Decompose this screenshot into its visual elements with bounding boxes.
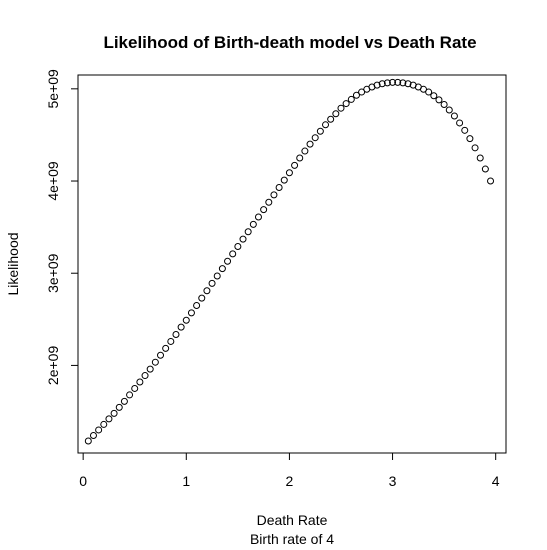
data-point [120, 397, 128, 405]
y-tick-label: 3e+09 [45, 253, 61, 293]
data-point [89, 431, 97, 439]
data-point [322, 121, 330, 129]
x-tick-label: 2 [286, 473, 294, 489]
x-axis: 0 1 2 3 4 [79, 452, 500, 489]
data-point [394, 78, 402, 86]
data-point [373, 81, 381, 89]
data-point [234, 242, 242, 250]
data-point [177, 323, 185, 331]
data-point [347, 95, 355, 103]
data-point [270, 191, 278, 199]
plot-box [77, 74, 507, 454]
data-point [115, 403, 123, 411]
data-point [280, 176, 288, 184]
x-tick-label: 1 [182, 473, 190, 489]
data-point [105, 415, 113, 423]
x-tick-label: 3 [389, 473, 397, 489]
data-point [471, 144, 479, 152]
y-tick-label: 4e+09 [45, 161, 61, 201]
data-point [450, 112, 458, 120]
x-axis-label: Death Rate [257, 512, 328, 528]
x-axis-sublabel: Birth rate of 4 [250, 531, 334, 547]
data-point [301, 147, 309, 155]
data-points [84, 78, 495, 445]
data-point [306, 140, 314, 148]
y-axis-label: Likelihood [5, 232, 21, 295]
data-point [162, 344, 170, 352]
data-point [224, 257, 232, 265]
y-tick-label: 5e+09 [45, 69, 61, 109]
data-point [285, 169, 293, 177]
data-point [146, 365, 154, 373]
data-point [440, 101, 448, 108]
data-point [481, 165, 489, 173]
data-point [487, 177, 495, 185]
data-point [337, 104, 345, 112]
data-point [461, 126, 469, 134]
data-point [151, 358, 159, 366]
y-tick-label: 2e+09 [45, 346, 61, 386]
y-axis: 2e+09 3e+09 4e+09 5e+09 [45, 69, 79, 386]
data-point [208, 279, 216, 287]
x-tick-label: 0 [79, 473, 87, 489]
data-point [419, 85, 427, 93]
data-point [172, 331, 180, 339]
data-point [182, 316, 190, 324]
data-point [244, 228, 252, 236]
data-point [399, 79, 407, 87]
data-point [445, 106, 453, 114]
data-point [383, 79, 391, 87]
data-point [110, 409, 118, 417]
data-point [218, 265, 226, 273]
data-point [435, 96, 443, 104]
data-point [100, 420, 108, 428]
x-tick-label: 4 [492, 473, 500, 489]
data-point [425, 88, 433, 96]
data-point [275, 183, 283, 191]
data-point [131, 384, 139, 392]
data-point [352, 91, 360, 99]
data-point [229, 250, 237, 258]
data-point [430, 92, 438, 100]
data-point [378, 80, 386, 88]
data-point [157, 351, 165, 359]
data-point [466, 135, 474, 143]
data-point [136, 378, 144, 386]
data-point [260, 206, 268, 214]
data-point [193, 301, 201, 309]
data-point [84, 437, 92, 445]
data-point [187, 309, 195, 317]
data-point [198, 294, 206, 302]
data-point [342, 100, 350, 108]
data-point [316, 127, 324, 135]
data-point [404, 80, 412, 88]
data-point [213, 272, 221, 280]
data-point [249, 220, 257, 228]
data-point [126, 391, 134, 399]
data-point [311, 134, 319, 142]
data-point [203, 287, 211, 295]
chart-title: Likelihood of Birth-death model vs Death… [103, 33, 476, 52]
data-point [456, 119, 464, 127]
data-point [389, 78, 397, 86]
data-point [296, 154, 304, 162]
data-point [476, 154, 484, 162]
data-point [254, 213, 262, 221]
data-point [239, 235, 247, 243]
data-point [327, 115, 335, 123]
data-point [291, 161, 299, 169]
data-point [95, 426, 103, 434]
data-point [358, 88, 366, 96]
data-point [265, 198, 273, 206]
data-point [332, 110, 340, 118]
data-point [167, 337, 175, 345]
data-point [141, 372, 149, 380]
